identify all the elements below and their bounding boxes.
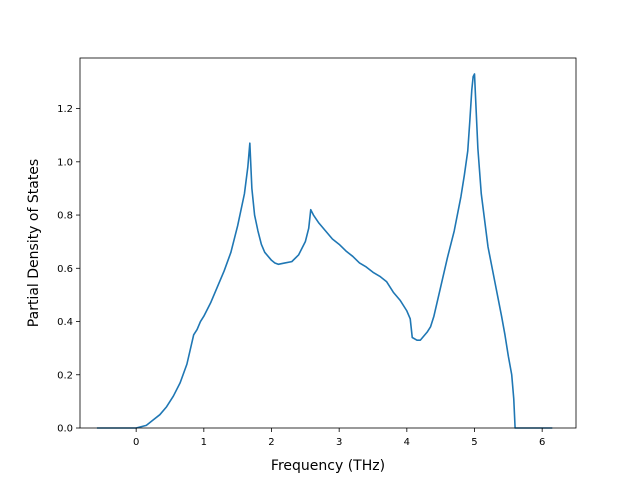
x-tick-label: 0 [133,437,139,448]
x-tick-label: 3 [336,437,342,448]
x-tick-label: 5 [471,437,477,448]
plot-area [96,73,553,429]
y-tick-label: 0.4 [57,317,73,328]
x-tick-label: 4 [404,437,410,448]
y-axis-label: Partial Density of States [26,159,42,327]
x-axis-label: Frequency (THz) [271,458,385,474]
axes-frame [79,57,577,429]
x-tick-label: 2 [268,437,274,448]
x-axis-ticks: 0 1 2 3 4 5 6 [133,428,545,448]
x-tick-label: 6 [539,437,545,448]
y-tick-label: 0.2 [57,370,73,381]
y-tick-label: 0.0 [57,424,73,435]
y-tick-label: 1.0 [57,157,73,168]
y-axis-ticks: 0.0 0.2 0.4 0.6 0.8 1.0 1.2 [57,104,80,435]
y-tick-label: 1.2 [57,104,73,115]
x-tick-label: 1 [201,437,207,448]
y-tick-label: 0.8 [57,211,73,222]
series-line [96,73,553,429]
y-tick-label: 0.6 [57,264,73,275]
